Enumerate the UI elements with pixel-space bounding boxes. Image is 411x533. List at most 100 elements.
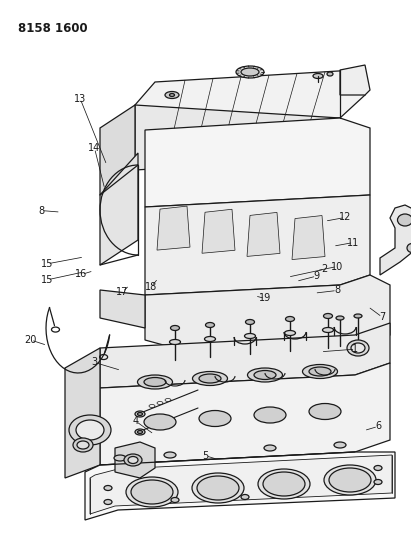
Text: 3: 3 bbox=[92, 358, 97, 367]
Polygon shape bbox=[145, 118, 370, 207]
Ellipse shape bbox=[124, 454, 142, 466]
Polygon shape bbox=[157, 206, 190, 250]
Ellipse shape bbox=[374, 480, 382, 484]
Text: 13: 13 bbox=[74, 94, 86, 103]
Polygon shape bbox=[145, 275, 390, 355]
Text: 9: 9 bbox=[314, 271, 319, 281]
Ellipse shape bbox=[135, 429, 145, 435]
Ellipse shape bbox=[135, 411, 145, 417]
Text: 8158 1600: 8158 1600 bbox=[18, 22, 88, 35]
Ellipse shape bbox=[286, 317, 295, 321]
Ellipse shape bbox=[128, 456, 138, 464]
Ellipse shape bbox=[69, 415, 111, 445]
Ellipse shape bbox=[206, 322, 215, 327]
Polygon shape bbox=[202, 209, 235, 253]
Text: 12: 12 bbox=[339, 213, 351, 222]
Ellipse shape bbox=[313, 74, 323, 78]
Polygon shape bbox=[100, 290, 145, 328]
Ellipse shape bbox=[327, 72, 333, 76]
Polygon shape bbox=[100, 363, 390, 465]
Polygon shape bbox=[135, 70, 365, 130]
Ellipse shape bbox=[324, 465, 376, 495]
Ellipse shape bbox=[138, 413, 143, 416]
Ellipse shape bbox=[336, 316, 344, 320]
Text: 15: 15 bbox=[41, 275, 53, 285]
Polygon shape bbox=[340, 65, 370, 95]
Ellipse shape bbox=[284, 330, 296, 335]
Ellipse shape bbox=[76, 420, 104, 440]
Ellipse shape bbox=[138, 375, 173, 389]
Ellipse shape bbox=[73, 438, 93, 452]
Text: 10: 10 bbox=[331, 262, 343, 271]
Ellipse shape bbox=[114, 455, 126, 461]
Ellipse shape bbox=[169, 340, 180, 344]
Ellipse shape bbox=[329, 468, 371, 492]
Polygon shape bbox=[90, 455, 392, 514]
Ellipse shape bbox=[354, 314, 362, 318]
Ellipse shape bbox=[77, 441, 89, 449]
Ellipse shape bbox=[241, 68, 259, 76]
Polygon shape bbox=[85, 452, 395, 520]
Polygon shape bbox=[100, 323, 390, 388]
Text: 1: 1 bbox=[353, 344, 358, 354]
Ellipse shape bbox=[254, 407, 286, 423]
Polygon shape bbox=[135, 105, 340, 170]
Polygon shape bbox=[380, 205, 411, 275]
Text: 4: 4 bbox=[133, 416, 139, 426]
Ellipse shape bbox=[104, 486, 112, 490]
Ellipse shape bbox=[263, 472, 305, 496]
Ellipse shape bbox=[309, 367, 331, 376]
Ellipse shape bbox=[258, 469, 310, 499]
Polygon shape bbox=[292, 215, 325, 260]
Text: 5: 5 bbox=[202, 451, 209, 461]
Ellipse shape bbox=[164, 452, 176, 458]
Polygon shape bbox=[115, 442, 155, 478]
Ellipse shape bbox=[144, 414, 176, 430]
Ellipse shape bbox=[104, 499, 112, 505]
Ellipse shape bbox=[192, 473, 244, 503]
Ellipse shape bbox=[247, 368, 282, 382]
Text: 14: 14 bbox=[88, 143, 101, 153]
Ellipse shape bbox=[199, 410, 231, 426]
Text: 8: 8 bbox=[334, 286, 340, 295]
Text: 16: 16 bbox=[75, 270, 88, 279]
Ellipse shape bbox=[334, 442, 346, 448]
Ellipse shape bbox=[241, 495, 249, 499]
Polygon shape bbox=[65, 348, 100, 478]
Polygon shape bbox=[247, 212, 280, 256]
Ellipse shape bbox=[171, 326, 180, 330]
Text: 18: 18 bbox=[145, 282, 157, 292]
Ellipse shape bbox=[197, 476, 239, 500]
Polygon shape bbox=[145, 195, 370, 295]
Ellipse shape bbox=[323, 313, 332, 319]
Ellipse shape bbox=[205, 336, 215, 342]
Ellipse shape bbox=[131, 480, 173, 504]
Ellipse shape bbox=[374, 465, 382, 471]
Text: 7: 7 bbox=[379, 312, 386, 322]
Text: 19: 19 bbox=[259, 294, 271, 303]
Ellipse shape bbox=[138, 431, 143, 433]
Ellipse shape bbox=[351, 343, 365, 353]
Ellipse shape bbox=[245, 334, 256, 338]
Text: 15: 15 bbox=[41, 259, 53, 269]
Ellipse shape bbox=[254, 370, 276, 379]
Ellipse shape bbox=[199, 374, 221, 383]
Ellipse shape bbox=[407, 244, 411, 253]
Text: 20: 20 bbox=[25, 335, 37, 345]
Ellipse shape bbox=[144, 377, 166, 386]
Ellipse shape bbox=[169, 93, 175, 96]
Ellipse shape bbox=[171, 497, 179, 503]
Ellipse shape bbox=[397, 214, 411, 226]
Ellipse shape bbox=[192, 372, 228, 385]
Polygon shape bbox=[100, 153, 138, 265]
Ellipse shape bbox=[165, 92, 179, 99]
Text: 17: 17 bbox=[116, 287, 129, 297]
Polygon shape bbox=[100, 105, 135, 195]
Ellipse shape bbox=[236, 66, 264, 78]
Ellipse shape bbox=[264, 445, 276, 451]
Ellipse shape bbox=[245, 319, 254, 325]
Text: 6: 6 bbox=[375, 422, 381, 431]
Ellipse shape bbox=[302, 365, 337, 378]
Ellipse shape bbox=[309, 403, 341, 419]
Text: 11: 11 bbox=[347, 238, 360, 247]
